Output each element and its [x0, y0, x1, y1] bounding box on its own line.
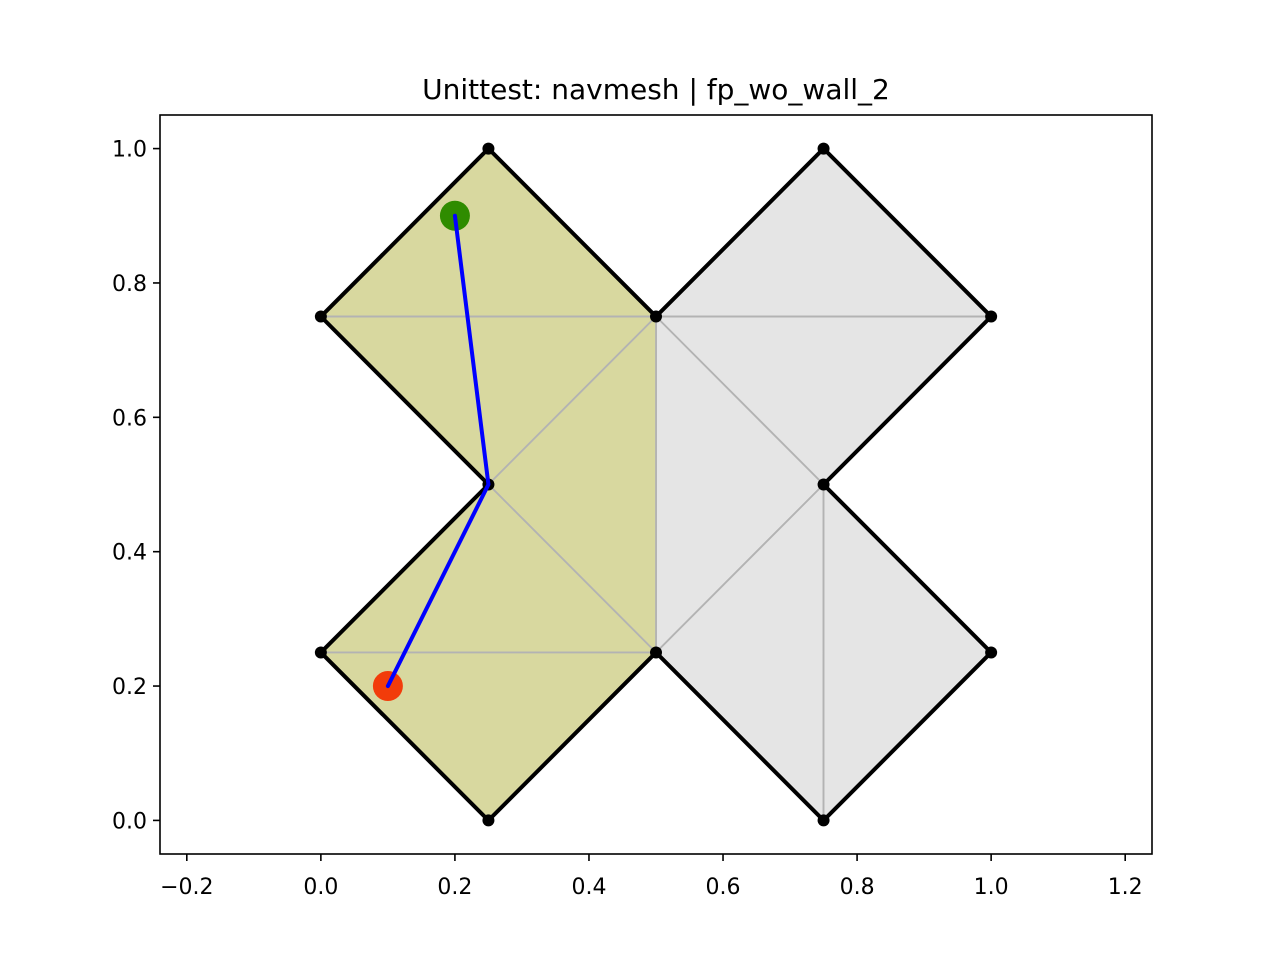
- x-tick-label-6: 1.0: [974, 875, 1009, 900]
- y-tick-label-0: 0.0: [112, 809, 147, 834]
- chart-title: Unittest: navmesh | fp_wo_wall_2: [422, 73, 890, 106]
- y-tick-label-5: 1.0: [112, 138, 147, 163]
- mesh-vertex-4: [650, 310, 662, 323]
- mesh-vertex-2: [314, 310, 327, 323]
- x-tick-label-4: 0.6: [706, 875, 741, 900]
- mesh-vertex-6: [985, 310, 998, 323]
- mesh-vertex-5: [817, 142, 830, 155]
- mesh-vertex-7: [817, 478, 830, 491]
- x-axis: −0.2 0.0 0.2 0.4 0.6 0.8 1.0 1.2: [160, 854, 1143, 900]
- plot-area: [314, 142, 998, 827]
- x-tick-label-1: 0.0: [303, 875, 338, 900]
- x-tick-label-3: 0.4: [571, 875, 606, 900]
- mesh-vertex-3: [482, 142, 495, 155]
- axes-frame: [159, 114, 1153, 855]
- x-tick-label-5: 0.8: [840, 875, 875, 900]
- mesh-vertex-0: [314, 646, 327, 659]
- x-tick-label-2: 0.2: [437, 875, 472, 900]
- y-tick-label-4: 0.8: [112, 272, 147, 297]
- mesh-vertex-11: [482, 814, 495, 827]
- path-line: [385, 213, 491, 689]
- mesh-vertex-10: [650, 646, 662, 659]
- y-tick-label-2: 0.4: [112, 541, 147, 566]
- y-tick-label-3: 0.6: [112, 406, 147, 431]
- y-tick-label-1: 0.2: [112, 675, 147, 700]
- x-tick-label-0: −0.2: [160, 875, 213, 900]
- mesh-vertex-8: [985, 646, 998, 659]
- y-axis: 0.0 0.2 0.4 0.6 0.8 1.0: [112, 138, 160, 834]
- mesh-vertex-9: [817, 814, 830, 827]
- x-tick-label-7: 1.2: [1108, 875, 1143, 900]
